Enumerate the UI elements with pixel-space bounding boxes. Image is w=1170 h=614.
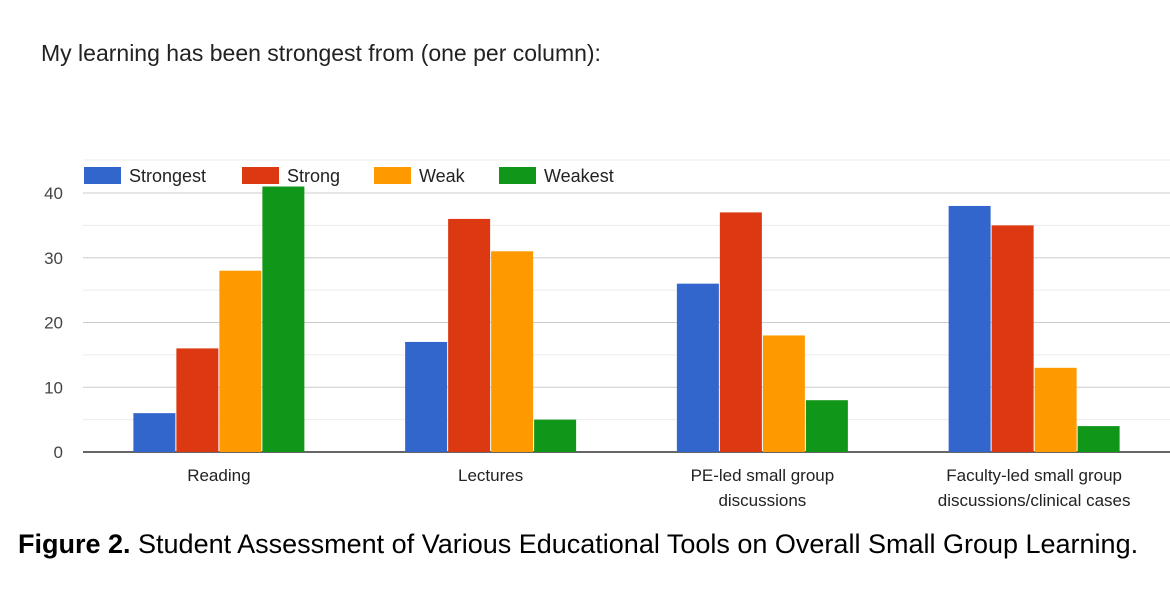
y-axis-ticks: 0 10 20 30 40 — [44, 184, 63, 462]
bar-strong-1 — [176, 348, 219, 452]
x-tick-label: Lectures — [458, 466, 523, 485]
bar-weakest-4 — [1077, 426, 1120, 452]
y-tick-label: 10 — [44, 378, 63, 397]
caption-label: Figure 2. — [18, 529, 131, 559]
x-tick-label: Reading — [187, 466, 250, 485]
bar-strongest-4 — [948, 205, 991, 452]
bar-chart: 0 10 20 30 40 Reading Lectures PE-led small gr… — [44, 159, 1170, 510]
y-tick-label: 40 — [44, 184, 63, 203]
bar-strongest-1 — [133, 413, 176, 452]
x-tick-label: discussions/clinical cases — [938, 491, 1131, 510]
legend-swatch-weak — [374, 167, 411, 184]
bar-weak-4 — [1034, 367, 1077, 452]
bar-strong-4 — [991, 225, 1034, 452]
bar-weakest-1 — [262, 186, 305, 452]
legend-swatch-strong — [242, 167, 279, 184]
bar-weakest-2 — [534, 419, 577, 452]
bars — [133, 186, 1120, 452]
bar-weak-3 — [762, 335, 805, 452]
x-tick-label: discussions — [718, 491, 806, 510]
y-tick-label: 30 — [44, 249, 63, 268]
legend-label-weak: Weak — [419, 166, 466, 186]
figure-caption: Figure 2. Student Assessment of Various … — [18, 528, 1158, 561]
legend-label-weakest: Weakest — [544, 166, 614, 186]
bar-strongest-2 — [405, 341, 448, 452]
legend: Strongest Strong Weak Weakest — [84, 166, 614, 186]
bar-weakest-3 — [805, 400, 848, 452]
legend-swatch-strongest — [84, 167, 121, 184]
bar-strong-2 — [448, 218, 491, 452]
bar-strongest-3 — [676, 283, 719, 452]
caption-text: Student Assessment of Various Educationa… — [130, 529, 1139, 559]
y-tick-label: 20 — [44, 314, 63, 333]
y-tick-label: 0 — [54, 443, 63, 462]
legend-label-strong: Strong — [287, 166, 340, 186]
legend-label-strongest: Strongest — [129, 166, 206, 186]
x-tick-label: PE-led small group — [691, 466, 835, 485]
legend-swatch-weakest — [499, 167, 536, 184]
x-tick-label: Faculty-led small group — [946, 466, 1122, 485]
bar-weak-2 — [491, 251, 534, 452]
bar-weak-1 — [219, 270, 262, 452]
bar-strong-3 — [719, 212, 762, 452]
chart-title: My learning has been strongest from (one… — [41, 40, 601, 66]
x-axis-labels: Reading Lectures PE-led small group discuss… — [187, 466, 1130, 510]
